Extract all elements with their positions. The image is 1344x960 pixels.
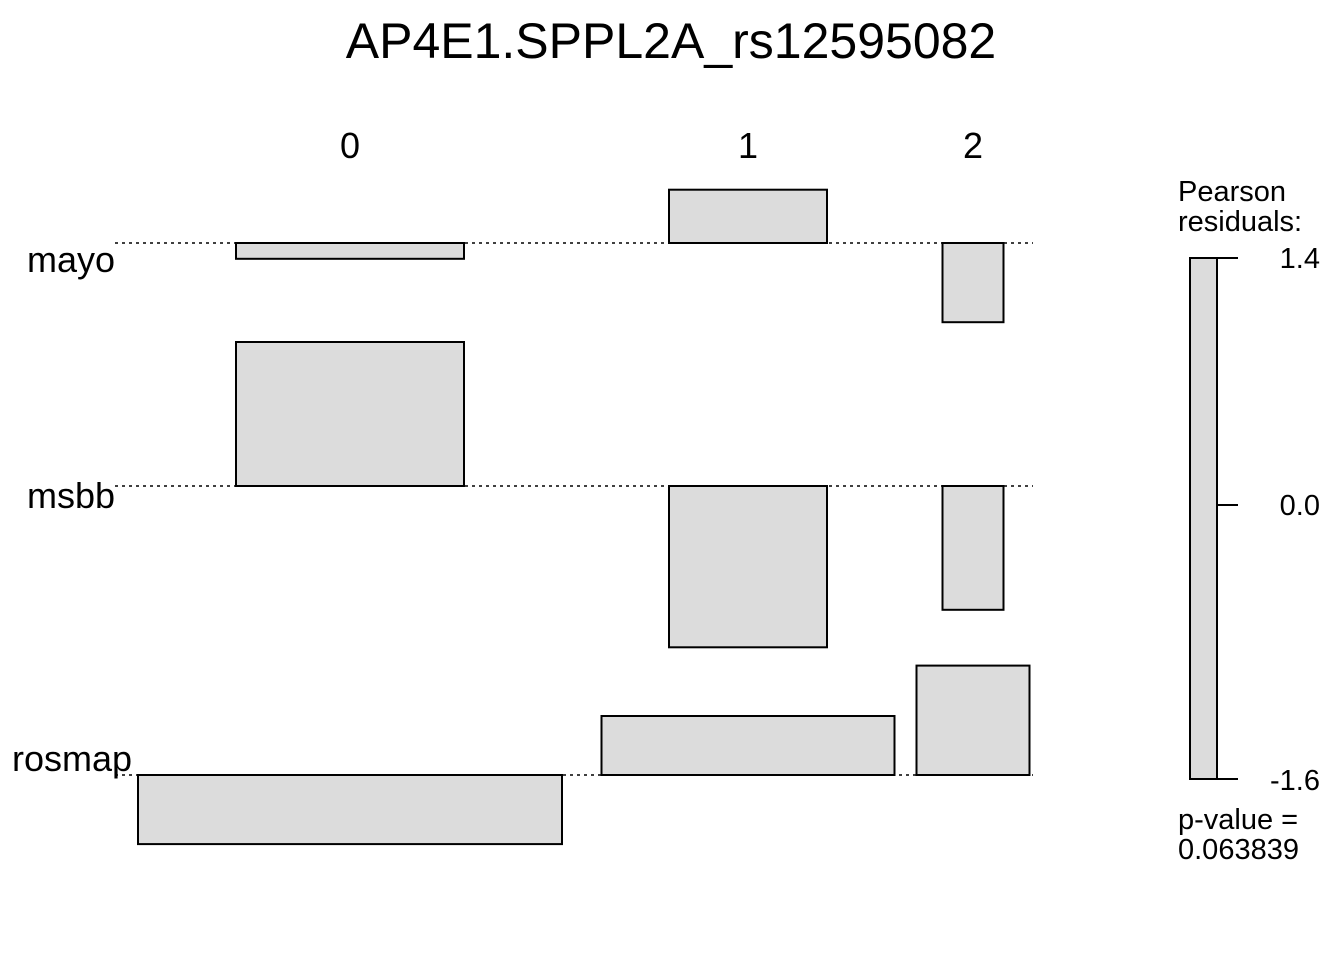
row-label-msbb: msbb (27, 475, 115, 516)
row-label-mayo: mayo (27, 239, 115, 280)
box-rosmap-1 (600, 715, 896, 776)
legend-bar (1189, 257, 1218, 780)
legend-tick-label-bottom: -1.6 (1270, 765, 1320, 797)
baselines (115, 242, 1033, 776)
row-label-rosmap: rosmap (12, 738, 132, 779)
residual-boxes (137, 188, 1031, 846)
box-mayo-0 (235, 242, 465, 260)
box-msbb-0 (235, 341, 465, 487)
column-label-2: 2 (963, 125, 983, 166)
box-rosmap-0 (137, 774, 563, 846)
legend-title-line2: residuals: (1178, 206, 1302, 238)
chart-title: AP4E1.SPPL2A_rs12595082 (346, 13, 997, 69)
box-msbb-1 (668, 485, 828, 649)
legend-title-line1: Pearson (1178, 176, 1286, 208)
column-label-0: 0 (340, 125, 360, 166)
legend-tick-label-top: 1.4 (1280, 243, 1320, 275)
pvalue-label: p-value = (1178, 804, 1298, 836)
box-rosmap-2 (915, 664, 1031, 776)
legend-tick-label-mid: 0.0 (1280, 490, 1320, 522)
box-mayo-1 (668, 188, 828, 244)
column-label-1: 1 (738, 125, 758, 166)
pvalue-value: 0.063839 (1178, 834, 1299, 866)
box-mayo-2 (941, 242, 1005, 324)
box-msbb-2 (941, 485, 1005, 611)
